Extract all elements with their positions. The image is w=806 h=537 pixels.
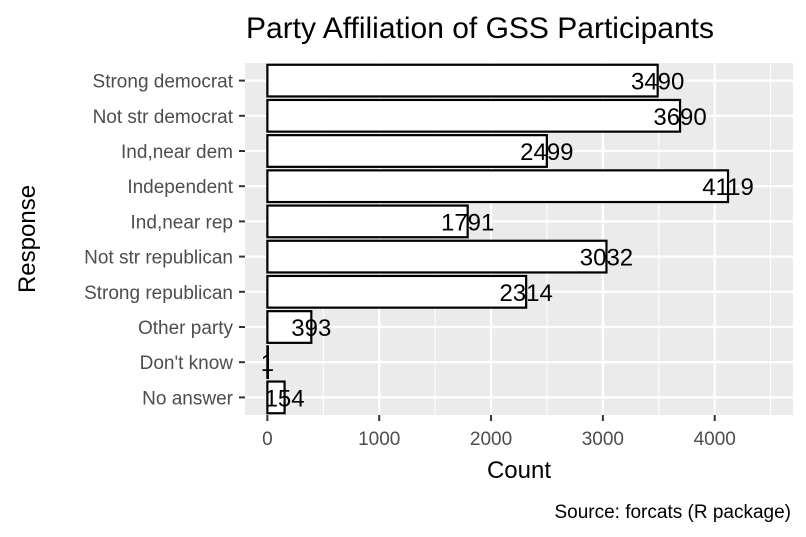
bar <box>266 239 608 274</box>
y-tick-label: Strong democrat <box>93 72 234 93</box>
bar-value-label: 4119 <box>702 174 754 201</box>
x-tick-label: 2000 <box>470 429 512 450</box>
y-tick-label: Ind,near rep <box>131 212 233 233</box>
bar-value-label: 154 <box>265 385 305 412</box>
y-axis-labels: Strong democrat Not str democrat Ind,near … <box>84 72 245 409</box>
x-tick-label: 3000 <box>582 429 624 450</box>
x-axis-labels: 0 1000 2000 3000 4000 <box>262 415 736 450</box>
bar-value-label: 1 <box>261 350 274 377</box>
bar <box>266 63 659 98</box>
chart-title: Party Affiliation of GSS Participants <box>246 12 714 45</box>
bar-value-label: 3490 <box>631 69 684 96</box>
bar-value-label: 393 <box>291 315 331 342</box>
y-tick-label: Other party <box>138 318 234 339</box>
bars: 3490 3690 2499 4119 1791 3032 2314 393 1 154 <box>261 63 754 415</box>
y-tick-label: Independent <box>127 177 233 198</box>
x-tick-label: 0 <box>262 429 273 450</box>
y-tick-label: Not str republican <box>84 248 233 269</box>
bar <box>266 169 730 204</box>
bar <box>266 380 286 415</box>
bar <box>266 274 528 309</box>
bar <box>266 310 313 344</box>
x-tick-label: 4000 <box>694 429 736 450</box>
x-axis-title: Count <box>487 457 551 484</box>
bar <box>266 345 269 380</box>
y-tick-label: Ind,near dem <box>121 142 233 163</box>
bar-value-label: 1791 <box>441 209 494 236</box>
y-tick-label: No answer <box>142 388 233 409</box>
bar <box>266 98 682 133</box>
bar-value-label: 3690 <box>653 104 706 131</box>
y-axis-title: Response <box>14 185 41 293</box>
y-tick-label: Don't know <box>140 353 234 374</box>
y-tick-label: Not str democrat <box>93 107 234 128</box>
bar <box>266 134 548 168</box>
bar <box>266 204 469 239</box>
bar-value-label: 3032 <box>580 245 633 272</box>
y-tick-label: Strong republican <box>84 283 233 304</box>
x-tick-label: 1000 <box>358 429 400 450</box>
bar-value-label: 2314 <box>499 280 552 307</box>
bar-value-label: 2499 <box>520 139 573 166</box>
chart-caption: Source: forcats (R package) <box>554 502 791 523</box>
